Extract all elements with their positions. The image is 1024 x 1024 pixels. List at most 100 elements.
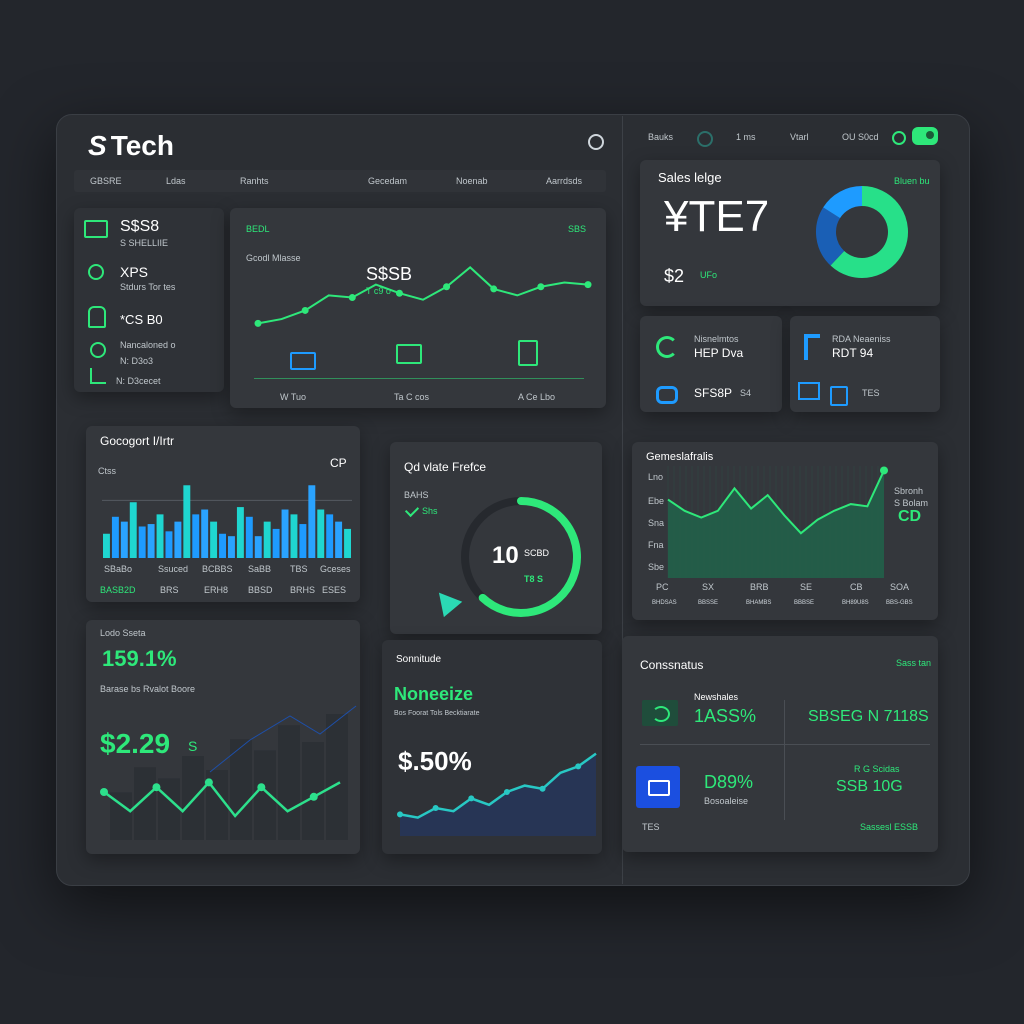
bar (192, 514, 200, 558)
link-chain-icon (656, 386, 678, 404)
card-icon (648, 780, 670, 796)
middle-area-point (432, 805, 439, 811)
main-line-point (348, 294, 356, 302)
small-card-b-line1: RDA Neaeniss (832, 334, 891, 344)
phone-icon (830, 386, 848, 406)
main-line-point (443, 283, 451, 291)
background-bar (326, 714, 348, 840)
nav-item-2[interactable]: Ldas (166, 176, 186, 186)
top-item-2[interactable]: 1 ms (736, 132, 756, 142)
nav-item-1[interactable]: GBSRE (90, 176, 122, 186)
left-bottom-caption: Barase bs Rvalot Boore (100, 684, 196, 694)
small-card-c-value: SFS8P (694, 386, 733, 400)
bar-bottom-5: BRHS (290, 585, 316, 595)
middle-area-point (397, 811, 403, 818)
bar (335, 521, 343, 558)
top-item-3[interactable]: Vtarl (790, 132, 809, 142)
background-bar (134, 767, 156, 840)
bar (103, 533, 110, 558)
bar (165, 531, 173, 558)
monitor-icon (396, 344, 422, 364)
left-bottom-amount: $2.29 (100, 728, 171, 759)
toggle-icon[interactable] (697, 131, 713, 147)
small-card-b (790, 316, 940, 412)
app-logo[interactable]: S Tech (88, 130, 174, 162)
area-right-value: CD (898, 508, 922, 525)
area-end-point (880, 466, 888, 475)
area-ylabel-1: Lno (648, 472, 664, 482)
left-bottom-point (257, 783, 266, 792)
bar-cat-4: SaBB (248, 564, 272, 574)
conversions-footer-right: Sassesl ESSB (860, 822, 919, 832)
area-ylabel-2: Ebe (648, 496, 665, 506)
bar (245, 516, 253, 558)
bar (183, 485, 191, 558)
area-line (667, 470, 885, 535)
row1-label: Newshales (694, 692, 739, 702)
bar-bottom-4: BBSD (248, 585, 273, 595)
area-chart (667, 466, 888, 578)
middle-bottom-area-chart (397, 752, 597, 836)
row2-right: SSB 10G (836, 778, 903, 795)
left-bottom-point (309, 792, 318, 801)
middle-area-point (539, 785, 546, 792)
area-ylabel-3: Sna (648, 518, 665, 528)
nav-item-3[interactable]: Ranhts (240, 176, 269, 186)
stat-3-value: *CS B0 (120, 312, 163, 327)
divider (622, 116, 623, 884)
stat-3-sub: Nancaloned o (120, 340, 176, 350)
area-xlabel-4: SE (800, 582, 813, 592)
stats-list-card (74, 208, 224, 392)
small-card-a (640, 316, 782, 412)
stat-1-sub: S SHELLIIE (120, 238, 169, 248)
middle-bottom-value: $.50% (398, 746, 472, 776)
person-icon (88, 306, 106, 328)
bar (147, 524, 155, 558)
bar-bottom-6: ESES (322, 585, 347, 595)
bar (344, 528, 351, 558)
area-xsub-2: BBSSE (698, 600, 719, 606)
background-line (209, 705, 357, 773)
bar (317, 509, 325, 558)
nav-item-4[interactable]: Gecedam (368, 176, 408, 186)
refresh-icon (656, 336, 678, 358)
bar (299, 524, 307, 558)
middle-area-fill (400, 753, 596, 836)
bar-bottom-3: ERH8 (204, 585, 229, 595)
stat-5-value: N: D3cecet (116, 376, 161, 386)
bar-bottom-2: BRS (160, 585, 179, 595)
link-icon[interactable] (588, 134, 604, 150)
app-square-icon[interactable] (636, 766, 680, 808)
gauge-sub: BAHS (404, 490, 429, 500)
sales-sub-note: UFo (700, 270, 718, 280)
bar-cat-5: TBS (290, 564, 308, 574)
middle-area-point (575, 763, 582, 770)
area-xlabel-3: BRB (750, 582, 769, 592)
main-chart-xlabel-1: W Tuo (280, 392, 307, 402)
bar (129, 502, 137, 558)
nav-item-6[interactable]: Aarrdsds (546, 176, 583, 186)
nav-item-5[interactable]: Noenab (456, 176, 488, 186)
area-right-sub: S Bolam (894, 498, 929, 508)
row-divider-v (784, 700, 785, 820)
bars-mini-icon (90, 368, 106, 384)
logo-icon: S (88, 130, 107, 161)
main-chart-annotation-sub: T c9 o (366, 286, 391, 296)
main-line-point (301, 306, 309, 314)
gauge-pill: Shs (422, 506, 438, 516)
top-item-4[interactable]: OU S0cd (842, 132, 879, 142)
gauge-value: 10 (492, 542, 519, 569)
top-item-1[interactable]: Bauks (648, 132, 674, 142)
middle-bottom-title: Sonnitude (396, 654, 442, 665)
conversions-title: Conssnatus (640, 658, 704, 672)
sales-donut-chart (816, 186, 908, 278)
background-bar (230, 739, 252, 840)
small-card-b-line2: RDT 94 (832, 346, 874, 360)
sales-card-title: Sales lelge (658, 170, 722, 185)
left-bottom-line-chart (100, 705, 357, 840)
gauge-card (390, 442, 602, 634)
row2-value: D89% (704, 772, 754, 792)
bar-chart-badge: CP (330, 456, 347, 470)
toggle-switch[interactable] (912, 127, 938, 145)
stat-2-value: XPS (120, 264, 149, 280)
